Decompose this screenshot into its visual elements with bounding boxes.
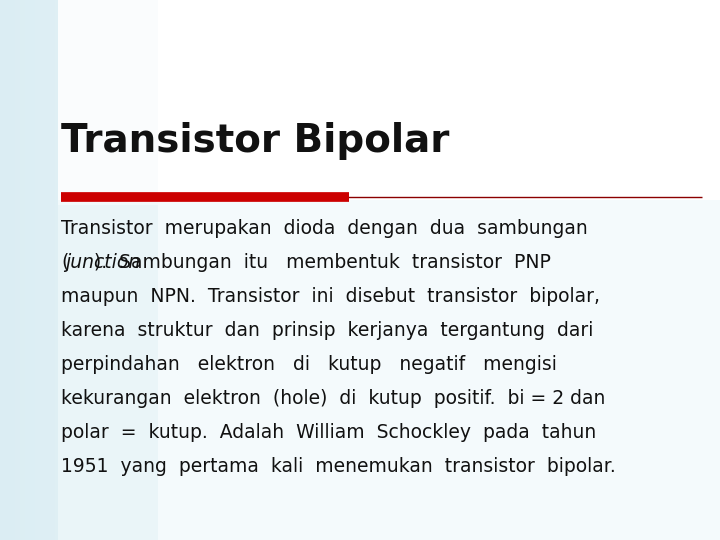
Bar	[15, 0, 20, 540]
Bar	[58, 0, 720, 205]
Text: (: (	[61, 253, 68, 272]
Text: karena  struktur  dan  prinsip  kerjanya  tergantung  dari: karena struktur dan prinsip kerjanya ter…	[61, 321, 593, 340]
Bar	[0, 0, 5, 540]
Text: Transistor Bipolar: Transistor Bipolar	[61, 122, 449, 159]
Bar	[30, 0, 35, 540]
Bar	[25, 0, 30, 540]
Bar	[40, 0, 45, 540]
Text: ).  Sambungan  itu   membentuk  transistor  PNP: ). Sambungan itu membentuk transistor PN…	[94, 253, 551, 272]
Bar	[35, 0, 40, 540]
Text: polar  =  kutup.  Adalah  William  Schockley  pada  tahun: polar = kutup. Adalah William Schockley …	[61, 423, 596, 442]
Text: Transistor  merupakan  dioda  dengan  dua  sambungan: Transistor merupakan dioda dengan dua sa…	[61, 219, 588, 238]
Bar	[20, 0, 25, 540]
Text: 1951  yang  pertama  kali  menemukan  transistor  bipolar.: 1951 yang pertama kali menemukan transis…	[61, 457, 616, 476]
Text: perpindahan   elektron   di   kutup   negatif   mengisi: perpindahan elektron di kutup negatif me…	[61, 355, 557, 374]
Bar	[5, 0, 10, 540]
Bar	[50, 0, 55, 540]
Bar	[0, 0, 158, 540]
Text: maupun  NPN.  Transistor  ini  disebut  transistor  bipolar,: maupun NPN. Transistor ini disebut trans…	[61, 287, 600, 306]
Bar	[58, 200, 720, 540]
Bar	[10, 0, 15, 540]
Text: junction: junction	[66, 253, 141, 272]
Text: kekurangan  elektron  (hole)  di  kutup  positif.  bi = 2 dan: kekurangan elektron (hole) di kutup posi…	[61, 389, 606, 408]
Bar	[45, 0, 50, 540]
Bar	[55, 0, 60, 540]
